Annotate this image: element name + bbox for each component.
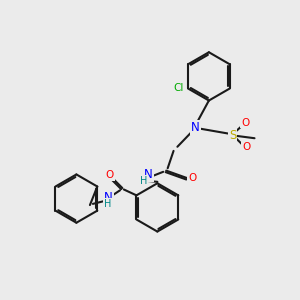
Text: Cl: Cl	[173, 83, 184, 94]
Text: S: S	[229, 129, 236, 142]
Text: O: O	[241, 118, 249, 128]
Text: O: O	[242, 142, 250, 152]
Text: H: H	[140, 176, 147, 186]
Text: N: N	[144, 168, 153, 181]
Text: O: O	[106, 170, 114, 180]
Text: O: O	[188, 173, 196, 183]
Text: N: N	[104, 191, 112, 204]
Text: H: H	[104, 199, 112, 208]
Text: N: N	[191, 122, 200, 134]
